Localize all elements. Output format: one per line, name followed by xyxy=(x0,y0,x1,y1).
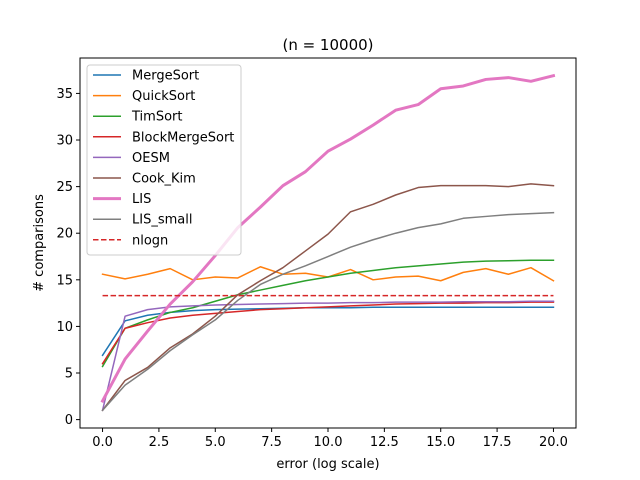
x-tick-label: 2.5 xyxy=(149,435,170,450)
x-axis-label: error (log scale) xyxy=(276,457,379,472)
legend-label-timsort: TimSort xyxy=(131,110,182,125)
legend-label-lis-small: LIS_small xyxy=(132,213,192,228)
x-tick-label: 15.0 xyxy=(426,435,455,450)
legend-label-blockmergesort: BlockMergeSort xyxy=(132,130,234,145)
legend-label-mergesort: MergeSort xyxy=(132,69,199,84)
legend-label-quicksort: QuickSort xyxy=(132,89,195,104)
legend-label-nlogn: nlogn xyxy=(132,233,168,248)
y-tick-label: 0 xyxy=(65,413,73,428)
y-tick-label: 20 xyxy=(56,227,73,242)
y-axis-label: # comparisons xyxy=(32,194,47,292)
x-tick-label: 5.0 xyxy=(205,435,226,450)
y-tick-label: 5 xyxy=(65,367,73,382)
legend-label-cook-kim: Cook_Kim xyxy=(132,172,196,187)
x-tick-label: 10.0 xyxy=(314,435,343,450)
chart-title: (n = 10000) xyxy=(282,36,373,54)
y-tick-label: 10 xyxy=(56,320,73,335)
legend-label-lis: LIS xyxy=(132,192,151,207)
y-tick-label: 30 xyxy=(56,134,73,149)
y-tick-label: 35 xyxy=(56,87,73,102)
x-tick-label: 17.5 xyxy=(483,435,512,450)
y-tick-label: 15 xyxy=(56,273,73,288)
legend-label-oesm: OESM xyxy=(132,151,170,166)
x-tick-label: 0.0 xyxy=(92,435,113,450)
x-tick-label: 20.0 xyxy=(539,435,568,450)
y-tick-label: 25 xyxy=(56,180,73,195)
legend: MergeSort QuickSort TimSort BlockMergeSort O… xyxy=(87,65,241,255)
x-tick-label: 7.5 xyxy=(261,435,282,450)
x-tick-label: 12.5 xyxy=(370,435,399,450)
